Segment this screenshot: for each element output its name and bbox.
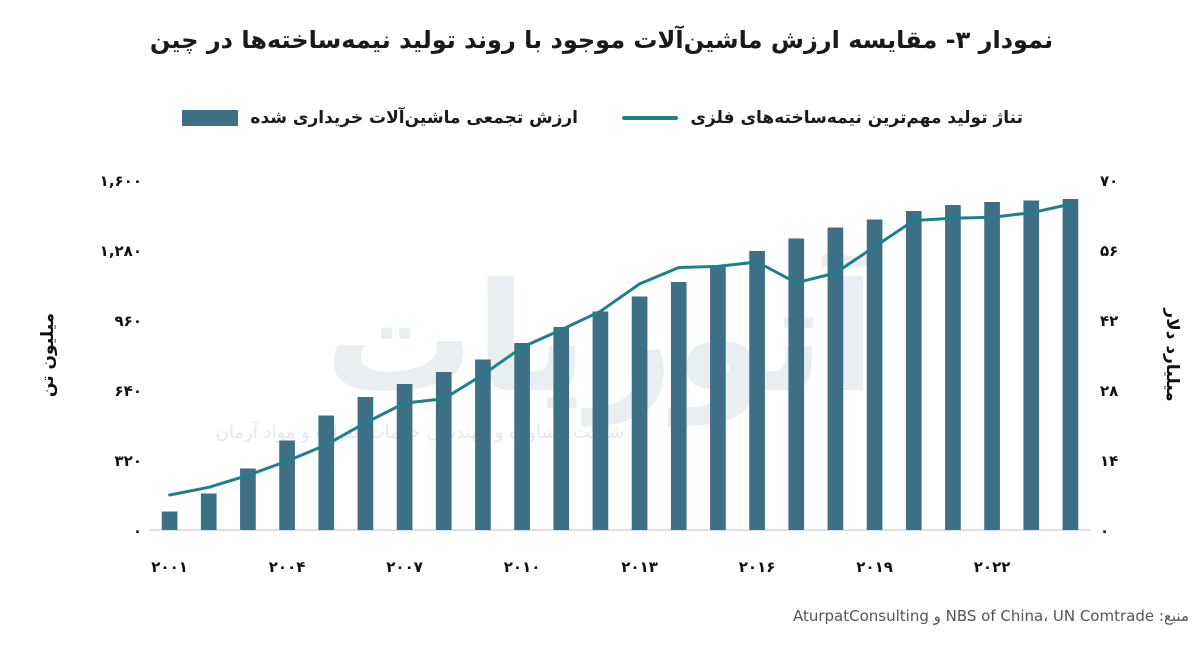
legend-item-bars: ارزش تجمعی ماشین‌آلات خریداری شده	[182, 108, 578, 128]
y-tick-right-1: ۱۴	[1100, 452, 1118, 470]
legend-bar-swatch	[182, 110, 239, 126]
bar-2015	[710, 266, 726, 530]
bar-2014	[670, 282, 687, 530]
y-tick-left-0: ۰	[133, 522, 142, 540]
bar-2003	[240, 468, 256, 530]
x-tick-5: ۲۰۱۶	[739, 558, 776, 576]
source-note: منبع: NBS of China، UN Comtrade و Aturpa…	[792, 607, 1189, 625]
legend-bar-label: ارزش تجمعی ماشین‌آلات خریداری شده	[250, 108, 578, 128]
bar-2021	[945, 205, 961, 530]
x-tick-6: ۲۰۱۹	[856, 558, 893, 576]
bar-2023	[1023, 200, 1040, 530]
bar-2022	[984, 202, 1000, 530]
y-tick-right-2: ۲۸	[1100, 382, 1118, 400]
bar-2009	[475, 359, 491, 530]
bar-2013	[631, 296, 648, 530]
bar-2012	[592, 311, 609, 530]
bar-2007	[396, 384, 413, 530]
legend-line-label: تناژ تولید مهم‌ترین نیمه‌ساخته‌های فلزی	[690, 108, 1023, 128]
chart-legend: تناژ تولید مهم‌ترین نیمه‌ساخته‌های فلزی …	[0, 108, 1203, 142]
y-tick-right-4: ۵۶	[1100, 242, 1118, 260]
bar-2002	[200, 493, 217, 530]
legend-line-swatch	[622, 116, 679, 120]
legend-item-line: تناژ تولید مهم‌ترین نیمه‌ساخته‌های فلزی	[622, 108, 1023, 128]
bar-2010	[514, 343, 530, 530]
y-tick-left-1: ۳۲۰	[115, 452, 142, 470]
x-tick-0: ۲۰۰۱	[151, 558, 188, 576]
y-tick-left-5: ۱,۶۰۰	[100, 172, 142, 190]
bar-2018	[827, 227, 844, 530]
x-tick-1: ۲۰۰۴	[269, 558, 306, 576]
bar-2005	[318, 415, 335, 530]
bar-2019	[866, 219, 883, 530]
line-series-tonnage	[168, 202, 1072, 497]
y-tick-left-3: ۹۶۰	[115, 312, 142, 330]
bar-2020	[905, 211, 922, 530]
bar-2006	[357, 397, 374, 530]
chart-title: نمودار ۳- مقایسه ارزش ماشین‌آلات موجود ب…	[149, 26, 1054, 54]
y-tick-left-4: ۱,۲۸۰	[100, 242, 142, 260]
bar-2017	[788, 238, 805, 530]
y-tick-right-5: ۷۰	[1100, 172, 1118, 190]
y-tick-left-2: ۶۴۰	[115, 382, 142, 400]
y-tick-right-3: ۴۲	[1100, 312, 1118, 330]
bar-2011	[553, 327, 570, 530]
x-tick-7: ۲۰۲۲	[974, 558, 1011, 576]
bar-2001	[161, 511, 178, 530]
bar-2008	[435, 372, 452, 530]
x-tick-3: ۲۰۱۰	[504, 558, 541, 576]
x-tick-4: ۲۰۱۳	[621, 558, 658, 576]
x-tick-2: ۲۰۰۷	[386, 558, 423, 576]
bar-2016	[749, 251, 765, 530]
bar-2024	[1062, 199, 1079, 530]
bar-2004	[279, 440, 295, 530]
y-tick-right-0: ۰	[1100, 522, 1109, 540]
